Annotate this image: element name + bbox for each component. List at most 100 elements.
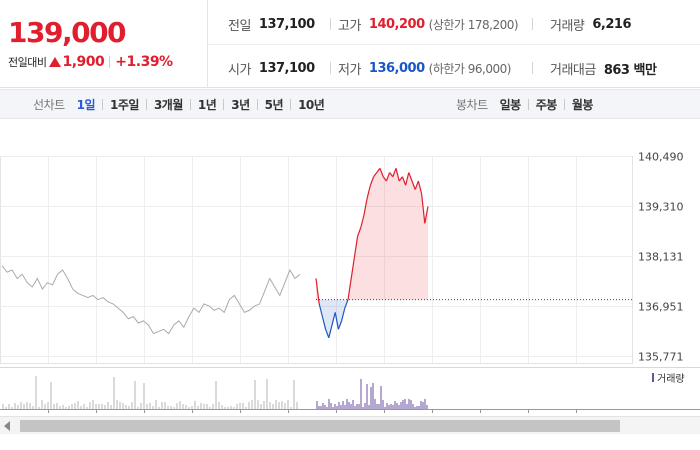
period-10y[interactable]: 10년: [298, 97, 325, 112]
period-1d[interactable]: 1일: [76, 97, 96, 112]
current-price-box: 139,000 전일대비 1,900 +1.39%: [0, 0, 208, 88]
stats-grid: 전일 137,100 고가 140,200 (상한가 178,200) 거래량 …: [208, 0, 700, 88]
today-price-segment: [360, 214, 365, 228]
candle-daily[interactable]: 일봉: [499, 97, 522, 112]
today-price-segment: [417, 180, 423, 194]
stat-label: 거래대금: [550, 62, 596, 78]
divider: [109, 56, 111, 68]
stat-value: 140,200: [368, 16, 425, 32]
change-label: 전일대비: [8, 56, 47, 69]
today-price-segment: [363, 197, 368, 216]
today-price-segment: [408, 172, 413, 182]
price-summary: 139,000 전일대비 1,900 +1.39% 전일 137,100 고가 …: [0, 0, 700, 88]
y-tick-label: 140,490: [638, 151, 684, 164]
today-price-segment: [398, 176, 403, 182]
stat-high: 고가 140,200 (상한가 178,200): [338, 14, 519, 34]
y-tick-label: 138,131: [638, 251, 684, 264]
change-row: 전일대비 1,900 +1.39%: [8, 54, 173, 70]
candle-monthly[interactable]: 월봉: [571, 97, 594, 112]
today-price-segment: [337, 320, 343, 330]
chart-toolbar: 선차트 1일 1주일 3개월 1년 3년 5년 10년 봉차트 일봉 주봉 월봉: [0, 89, 700, 119]
line-chart-periods: 선차트 1일 1주일 3개월 1년 3년 5년 10년: [33, 90, 325, 118]
stat-value: 137,100: [258, 60, 315, 76]
today-price-segment: [366, 185, 371, 199]
today-price-segment: [411, 180, 416, 190]
today-price-segment: [357, 227, 362, 237]
today-price-segment: [353, 236, 359, 258]
divider: [532, 62, 533, 74]
change-amount: 1,900: [62, 54, 105, 70]
y-tick-label: 135,771: [638, 351, 684, 364]
period-5y[interactable]: 5년: [264, 97, 284, 112]
y-tick-label: 139,310: [638, 201, 684, 214]
today-price-segment: [315, 278, 320, 304]
today-price-segment: [347, 278, 352, 300]
loss-area-fill: [316, 299, 428, 338]
candle-weekly[interactable]: 주봉: [535, 97, 558, 112]
divider: [563, 98, 565, 110]
scroll-left-arrow-icon[interactable]: [4, 421, 10, 431]
stat-volume: 거래량 6,216: [550, 14, 632, 34]
today-price-segment: [350, 257, 355, 279]
divider: [527, 98, 529, 110]
candle-chart-periods: 봉차트 일봉 주봉 월봉: [456, 90, 593, 118]
price-chart: 140,490 139,310 138,131 136,951 135,771 거래량: [0, 120, 700, 450]
period-3y[interactable]: 3년: [231, 97, 250, 112]
today-price-segment: [318, 303, 323, 317]
volume-legend-swatch: [652, 373, 654, 382]
price-chart-svg: 140,490 139,310 138,131 136,951 135,771 거래량: [0, 151, 700, 413]
divider: [189, 98, 191, 110]
period-1y[interactable]: 1년: [197, 97, 217, 112]
scroll-thumb[interactable]: [20, 420, 620, 432]
divider: [330, 62, 331, 74]
stat-note: (상한가 178,200): [428, 17, 519, 32]
stat-trade-value: 거래대금 863 백만: [550, 58, 657, 78]
today-price-segment: [401, 176, 407, 186]
stat-label: 시가: [228, 62, 251, 78]
stat-label: 고가: [338, 18, 361, 34]
today-price-segment: [379, 168, 384, 177]
stat-label: 거래량: [550, 18, 585, 34]
plot-border: [0, 156, 633, 364]
stat-value: 6,216: [592, 16, 632, 32]
prior-day-price-line: [1, 265, 301, 335]
today-price-segment: [325, 329, 330, 339]
stat-value: 136,000: [368, 60, 425, 76]
today-price-segment: [395, 168, 400, 182]
today-price-segment: [389, 172, 394, 178]
today-price-segment: [385, 172, 391, 182]
up-triangle-icon: [49, 56, 62, 67]
period-3m[interactable]: 3개월: [153, 97, 183, 112]
stat-value: 137,100: [258, 16, 315, 32]
today-price-segment: [341, 308, 346, 322]
divider: [532, 18, 533, 30]
stat-value: 863 백만: [603, 62, 657, 78]
line-chart-label: 선차트: [33, 97, 65, 112]
stat-prev-close: 전일 137,100: [228, 14, 315, 34]
divider: [208, 44, 700, 45]
today-price-segment: [331, 312, 336, 326]
today-price-segment: [424, 206, 429, 224]
y-tick-label: 136,951: [638, 301, 684, 314]
today-price-segment: [382, 176, 387, 182]
divider: [290, 98, 292, 110]
stat-low: 저가 136,000 (하한가 96,000): [338, 58, 511, 78]
divider: [223, 98, 225, 110]
today-price-segment: [405, 172, 410, 186]
today-price-segment: [376, 167, 381, 173]
divider: [102, 98, 104, 110]
chart-scrollbar[interactable]: [0, 416, 700, 434]
today-price-segment: [328, 324, 333, 338]
today-price-segment: [321, 316, 327, 330]
volume-legend-label: 거래량: [657, 373, 685, 385]
gain-area-fill: [316, 168, 428, 300]
today-price-segment: [392, 168, 397, 177]
current-price: 139,000: [8, 16, 127, 49]
candle-chart-label: 봉차트: [456, 97, 488, 112]
change-percent: +1.39%: [115, 54, 173, 70]
today-price-segment: [373, 172, 378, 178]
today-price-segment: [369, 176, 375, 186]
stat-open: 시가 137,100: [228, 58, 315, 78]
stat-label: 저가: [338, 62, 361, 78]
period-1w[interactable]: 1주일: [110, 97, 139, 112]
